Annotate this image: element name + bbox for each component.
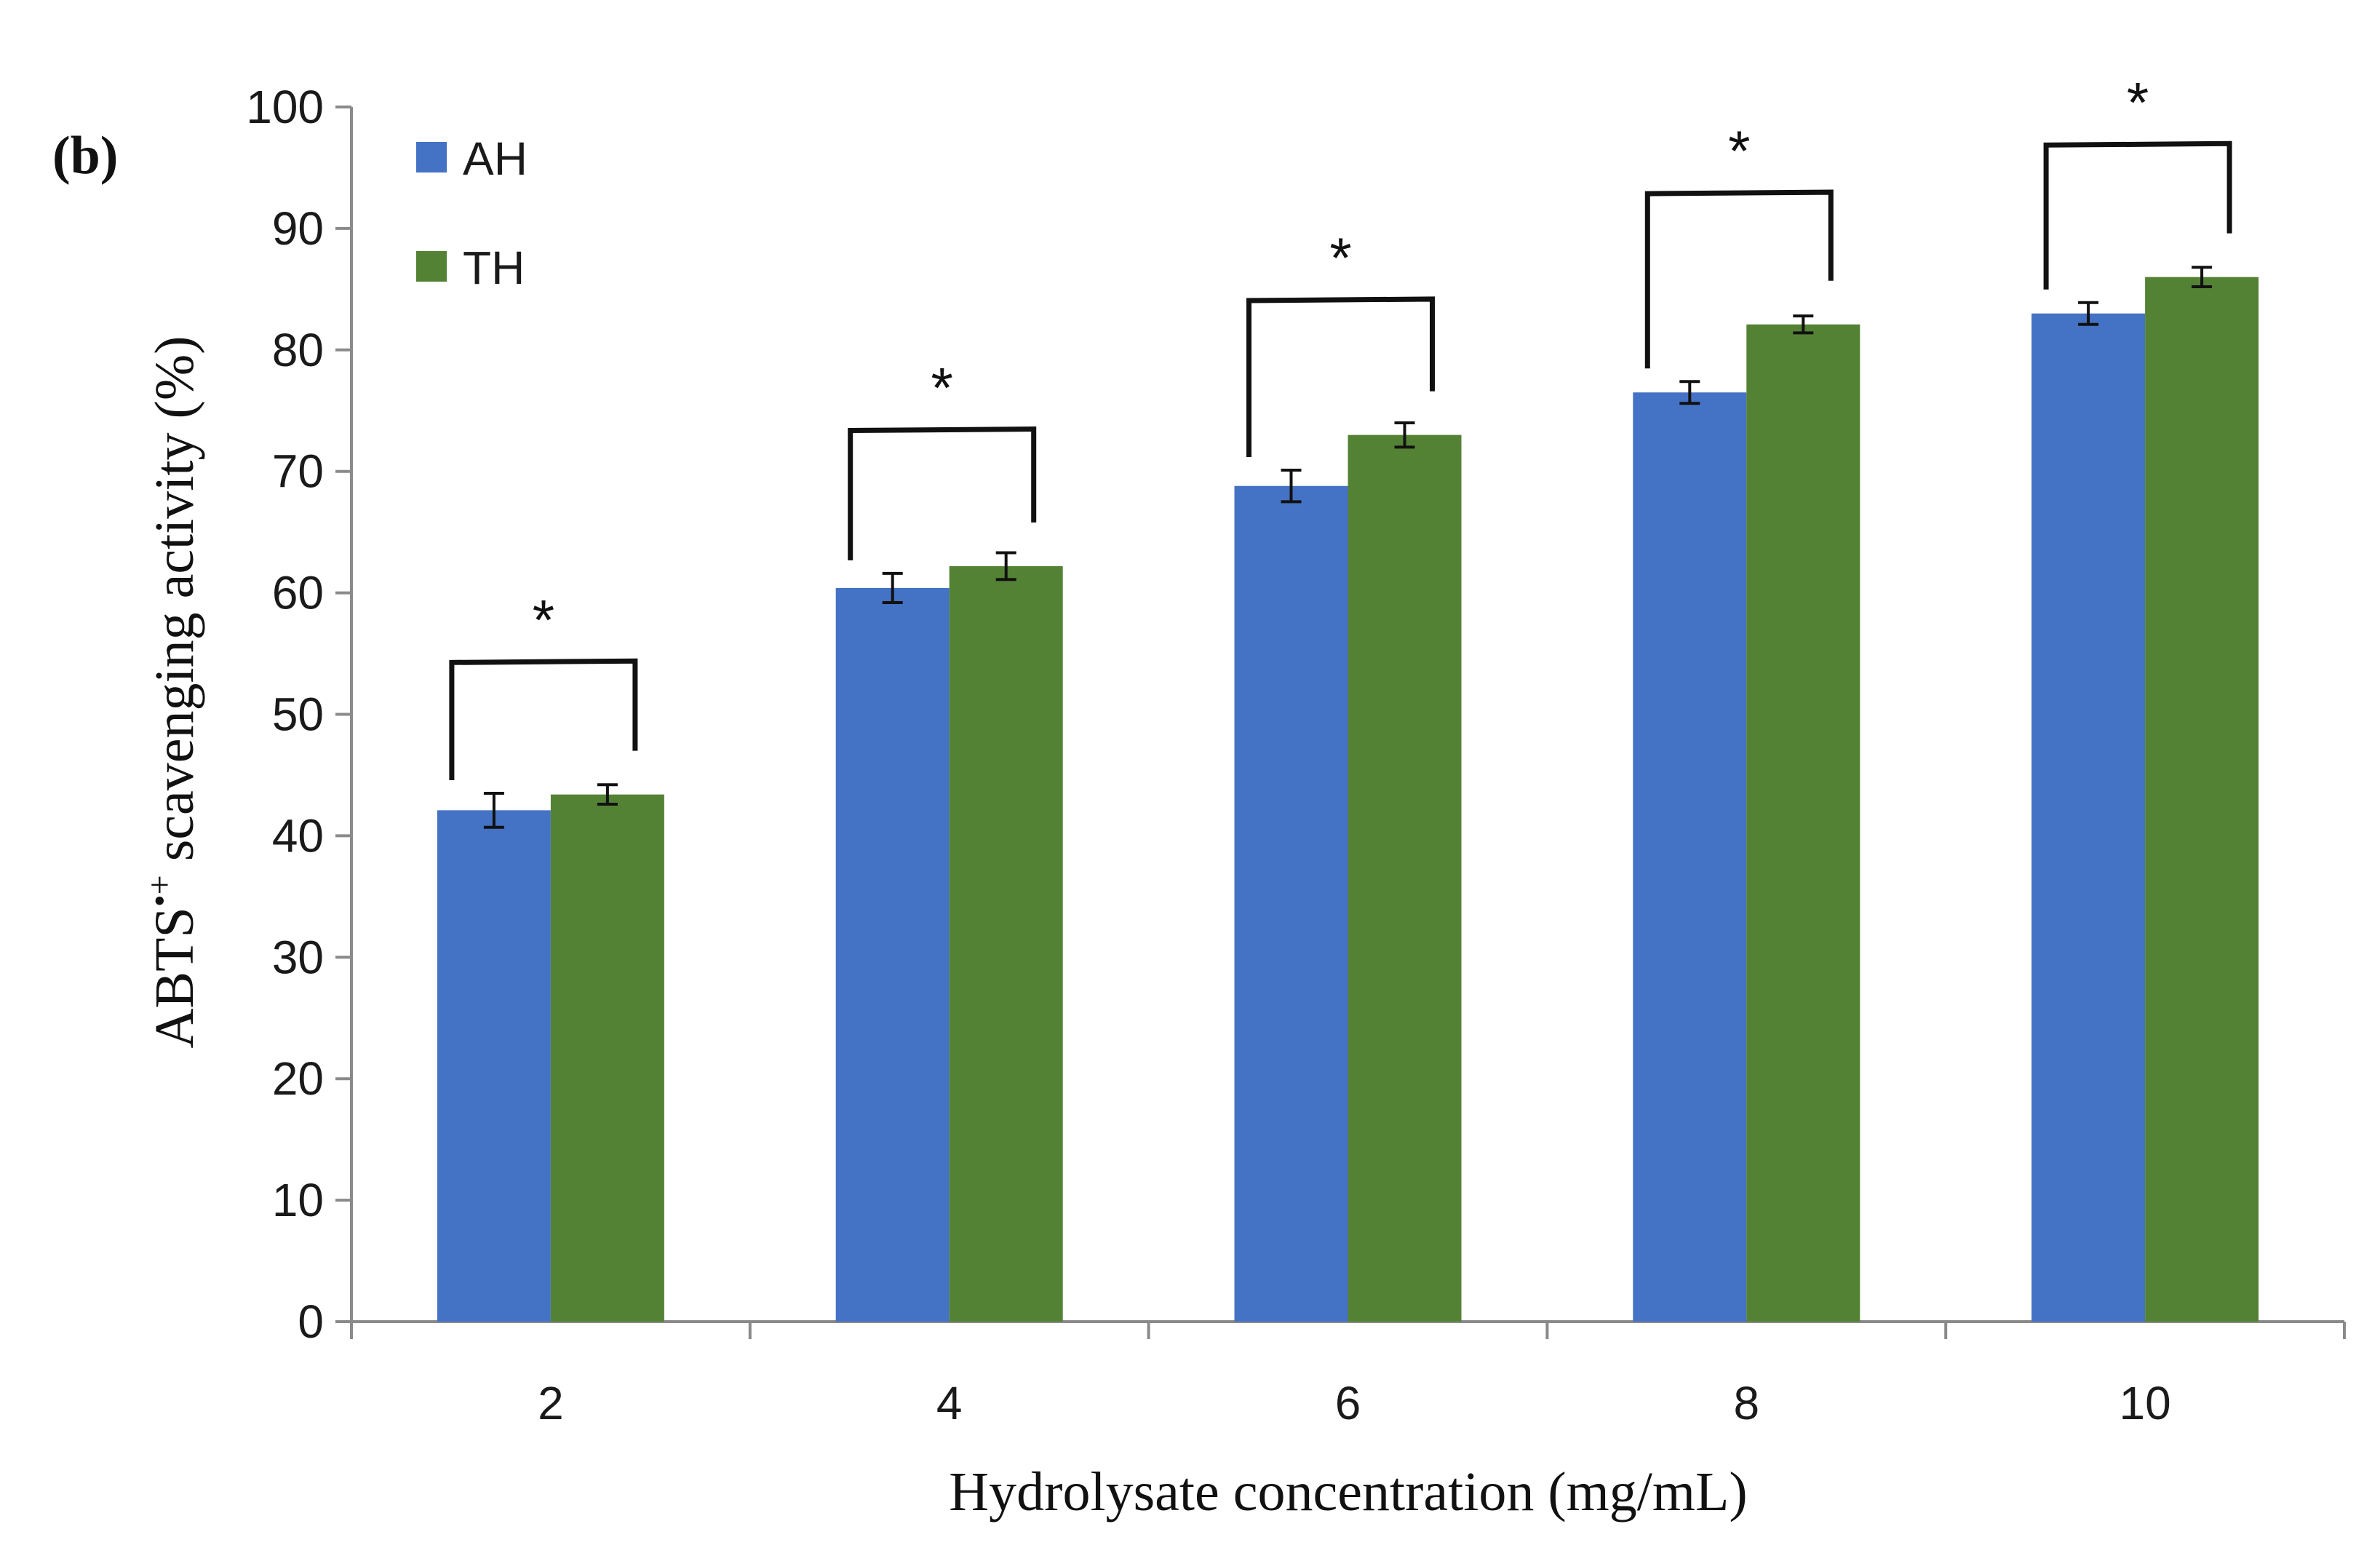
y-tick-label: 80 bbox=[272, 324, 324, 376]
bar-ah-2 bbox=[437, 810, 551, 1322]
panel-label: (b) bbox=[52, 126, 118, 186]
x-axis-title: Hydrolysate concentration (mg/mL) bbox=[949, 1461, 1747, 1523]
significance-bracket bbox=[449, 658, 638, 780]
y-tick-label: 40 bbox=[272, 809, 324, 862]
x-tick-label: 10 bbox=[2120, 1377, 2171, 1429]
legend-swatch-ah bbox=[416, 142, 447, 172]
y-axis-title-superscript: •+ bbox=[140, 875, 179, 907]
y-tick-label: 90 bbox=[272, 202, 324, 255]
x-tick-label: 4 bbox=[936, 1377, 963, 1429]
significance-star: * bbox=[2127, 70, 2149, 134]
significance-bracket bbox=[2043, 140, 2232, 290]
y-tick-label: 20 bbox=[272, 1052, 324, 1105]
y-tick-label: 50 bbox=[272, 688, 324, 741]
bar-ah-8 bbox=[1633, 392, 1747, 1322]
x-tick-label: 8 bbox=[1734, 1377, 1760, 1429]
significance-bracket bbox=[1644, 189, 1834, 369]
y-axis-title-main: ABTS bbox=[144, 907, 205, 1048]
significance-star: * bbox=[533, 587, 554, 651]
y-axis-title: ABTS•+ scavenging activity (%) bbox=[140, 336, 205, 1049]
significance-star: * bbox=[931, 356, 953, 420]
bar-th-4 bbox=[949, 565, 1063, 1322]
bar-th-2 bbox=[550, 794, 664, 1322]
bar-ah-4 bbox=[835, 587, 950, 1322]
legend-swatch-th bbox=[416, 251, 447, 282]
y-tick-label: 0 bbox=[298, 1295, 324, 1348]
plot-area: 0 10 20 30 40 50 60 70 80 90 100 2 * 4 * 6 * 8 * 10 * bbox=[246, 70, 2346, 1429]
y-tick-label: 30 bbox=[272, 931, 324, 983]
y-tick-label: 100 bbox=[246, 81, 324, 133]
legend-label-th: TH bbox=[463, 242, 525, 294]
bar-th-10 bbox=[2145, 277, 2259, 1322]
y-tick-label: 70 bbox=[272, 445, 324, 498]
bar-th-6 bbox=[1348, 434, 1462, 1322]
significance-bracket bbox=[848, 426, 1037, 560]
x-tick-label: 2 bbox=[538, 1377, 564, 1429]
legend: AH TH bbox=[416, 132, 528, 294]
significance-bracket bbox=[1246, 296, 1435, 458]
bar-ah-6 bbox=[1234, 485, 1348, 1322]
legend-label-ah: AH bbox=[463, 132, 528, 185]
significance-star: * bbox=[1728, 119, 1750, 183]
bar-th-8 bbox=[1746, 324, 1860, 1322]
y-tick-label: 60 bbox=[272, 567, 324, 619]
y-axis-title-rest: scavenging activity (%) bbox=[144, 336, 205, 876]
x-tick-label: 6 bbox=[1335, 1377, 1361, 1429]
y-tick-label: 10 bbox=[272, 1174, 324, 1226]
significance-star: * bbox=[1329, 226, 1351, 290]
bar-ah-10 bbox=[2031, 313, 2146, 1322]
